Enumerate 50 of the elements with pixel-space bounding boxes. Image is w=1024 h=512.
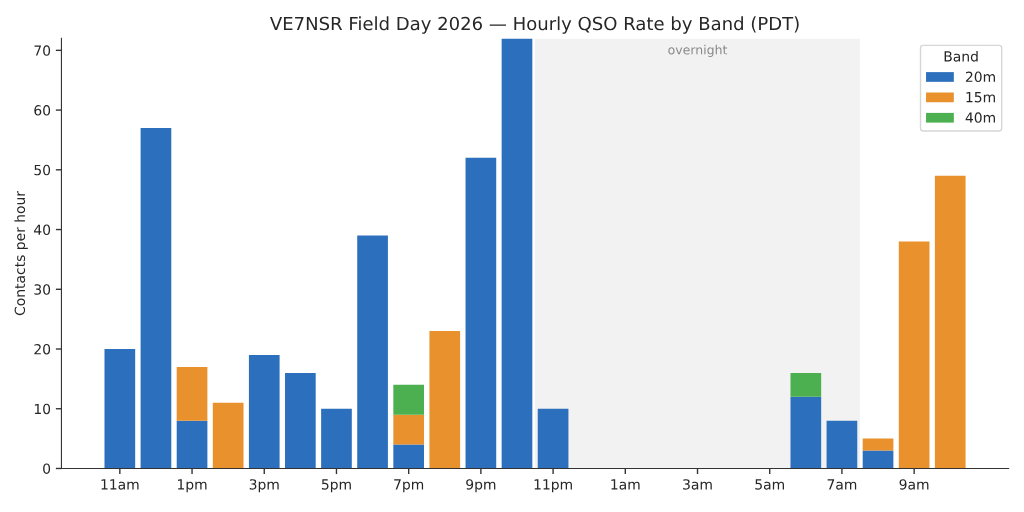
bar (140, 128, 172, 469)
bar (248, 354, 280, 469)
bar (321, 408, 352, 469)
x-tick-label: 7pm (394, 479, 424, 493)
bar (393, 384, 425, 415)
bar (176, 420, 208, 469)
bar (501, 38, 533, 469)
y-tick-label: 10 (34, 403, 51, 415)
band-label: overnight (668, 44, 728, 57)
bar (826, 420, 858, 469)
y-tick-label: 30 (34, 284, 51, 295)
x-tick-label: 9am (899, 479, 929, 490)
bar (429, 331, 461, 469)
legend-label: 20m (965, 71, 995, 83)
y-tick-label: 40 (34, 224, 51, 236)
bar (934, 175, 966, 469)
bar (212, 402, 244, 469)
x-tick-label: 11am (101, 479, 139, 490)
x-tick-label: 3pm (249, 479, 279, 493)
y-axis-title: Contacts per hour (14, 190, 28, 316)
x-tick-label: 1pm (177, 479, 207, 493)
bar (790, 396, 822, 469)
chart-title: VE7NSR Field Day 2026 — Hourly QSO Rate by Band (PDT) (269, 16, 799, 34)
y-tick-label: 70 (34, 45, 51, 56)
bar (176, 366, 208, 421)
bar (862, 450, 894, 469)
y-tick-label: 60 (34, 105, 51, 116)
x-tick-label: 1am (611, 479, 640, 490)
bar (465, 157, 497, 469)
bar (898, 241, 930, 469)
bar (790, 372, 822, 397)
x-tick-label: 3am (683, 479, 712, 490)
x-tick-label: 11pm (534, 479, 572, 493)
x-tick-label: 9pm (466, 479, 496, 493)
bar (393, 414, 425, 445)
x-tick-label: 7am (827, 479, 857, 490)
bar (104, 349, 136, 469)
legend-label: 40m (965, 112, 995, 123)
legend-title: Band (944, 50, 978, 62)
bar (357, 235, 388, 469)
y-tick-label: 50 (34, 164, 51, 176)
bar (862, 438, 894, 451)
y-tick-label: 20 (34, 343, 51, 355)
bar (393, 444, 425, 469)
legend-label: 15m (966, 92, 995, 103)
x-tick-label: 5am (755, 479, 784, 490)
y-tick-label: 0 (43, 463, 51, 474)
bar (285, 372, 316, 469)
bar (537, 408, 569, 469)
x-tick-label: 5pm (321, 479, 351, 493)
